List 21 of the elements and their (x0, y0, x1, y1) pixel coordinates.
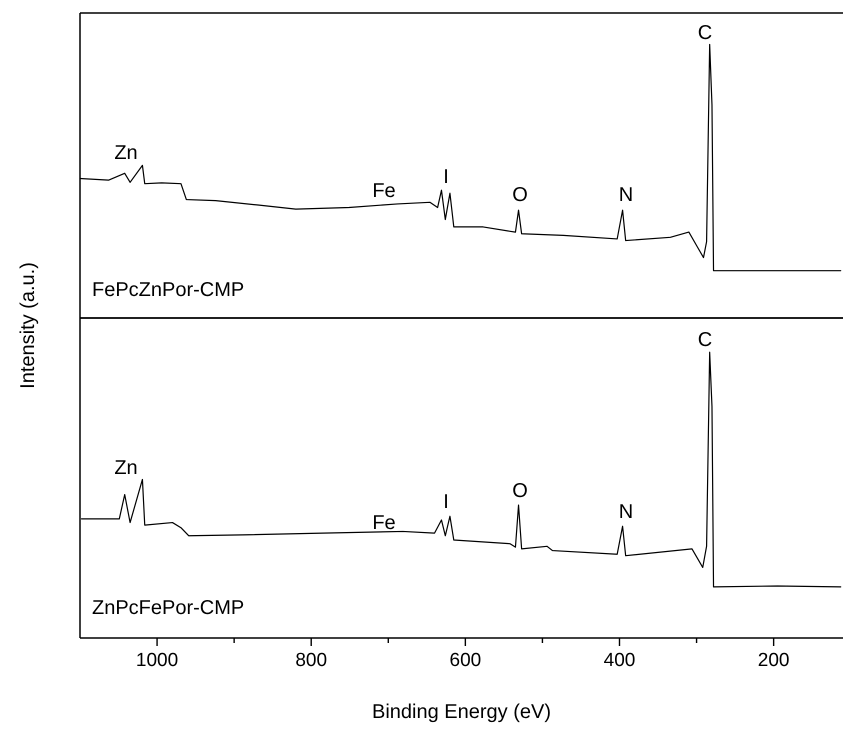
annotation: N (618, 501, 634, 523)
x-axis-title: Binding Energy (eV) (372, 701, 551, 723)
x-tick-label: 1000 (136, 650, 178, 671)
y-axis-title: Intensity (a.u.) (17, 262, 39, 389)
x-tick-label: 400 (604, 650, 636, 671)
annotation: FePcZnPor-CMP (92, 279, 244, 301)
annotation: I (443, 491, 449, 513)
annotation: Zn (114, 457, 138, 479)
annotation: O (512, 184, 528, 206)
x-tick-label: 600 (450, 650, 482, 671)
text: C (698, 329, 712, 351)
annotation: O (512, 480, 528, 502)
annotation: ZnPcFePor-CMP (92, 597, 244, 619)
annotation: N (618, 184, 634, 206)
annotation: I (443, 166, 449, 188)
text: C (698, 22, 712, 44)
annotation: Fe (372, 512, 396, 534)
annotation: Zn (114, 142, 138, 164)
annotation: Fe (372, 180, 396, 202)
x-tick-label: 200 (758, 650, 790, 671)
x-tick-label: 800 (295, 650, 328, 671)
